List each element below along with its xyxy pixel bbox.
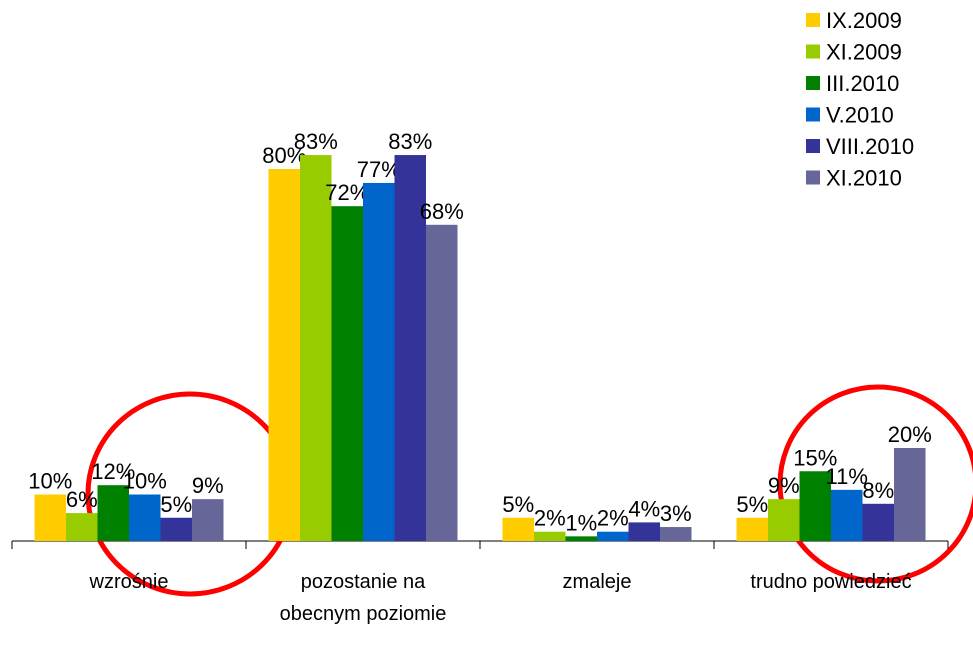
bar (331, 206, 363, 541)
legend-swatch (806, 44, 820, 59)
data-label: 12% (91, 459, 135, 484)
bar (831, 489, 863, 541)
data-label: 6% (66, 487, 98, 512)
bar (628, 522, 660, 541)
data-label: 10% (123, 469, 167, 494)
legend-swatch (806, 139, 820, 153)
bar (502, 517, 534, 541)
data-label: 5% (502, 492, 534, 517)
highlight-circle (777, 384, 973, 584)
bar (268, 169, 300, 541)
legend-swatch (806, 76, 820, 90)
bar (363, 182, 395, 541)
bar (799, 471, 831, 541)
bar (66, 513, 98, 541)
legend-label: VIII.2010 (826, 134, 914, 159)
data-label: 5% (160, 492, 192, 517)
legend-label: XI.2010 (826, 166, 902, 191)
data-label: 2% (597, 506, 629, 531)
x-tick-label: wzrośnie (89, 571, 169, 593)
data-label: 3% (660, 501, 692, 526)
x-tick-label: zmaleje (562, 571, 632, 593)
data-label: 80% (262, 143, 306, 168)
legend-swatch (806, 170, 820, 185)
data-label: 9% (192, 473, 224, 498)
bar (565, 536, 597, 541)
data-label: 72% (325, 180, 369, 205)
data-label: 10% (28, 469, 72, 494)
x-tick-label: pozostanie na obecnym poziomie (279, 571, 447, 625)
bar (97, 485, 129, 541)
bar (394, 155, 426, 542)
bar (736, 517, 768, 541)
bar (300, 155, 332, 542)
data-label: 20% (888, 422, 932, 447)
legend-swatch (806, 107, 820, 122)
bar (426, 224, 458, 542)
data-label: 15% (793, 445, 837, 470)
bar (862, 503, 894, 541)
bar (660, 527, 692, 541)
data-label: 11% (826, 464, 868, 489)
bar (534, 531, 566, 541)
bar (160, 517, 192, 541)
legend-swatch (806, 13, 820, 27)
data-label: 68% (420, 199, 464, 224)
data-label: 5% (736, 492, 768, 517)
data-label: 4% (628, 496, 660, 521)
data-label: 77% (357, 157, 401, 182)
data-label: 83% (388, 129, 432, 154)
legend-label: III.2010 (826, 71, 899, 96)
bar (597, 531, 629, 541)
data-label: 8% (862, 478, 894, 503)
x-tick-label: trudno powiedzieć (750, 571, 912, 593)
legend-label: V.2010 (826, 103, 894, 128)
data-label: 1% (565, 510, 597, 535)
data-label: 9% (768, 473, 800, 498)
bar (894, 448, 926, 541)
bar (768, 499, 800, 541)
bar (129, 494, 161, 541)
legend-label: XI.2009 (826, 40, 902, 65)
bar (192, 499, 224, 541)
bar (34, 494, 66, 541)
data-label: 83% (294, 129, 338, 154)
legend-label: IX.2009 (826, 8, 902, 33)
data-label: 2% (534, 506, 566, 531)
